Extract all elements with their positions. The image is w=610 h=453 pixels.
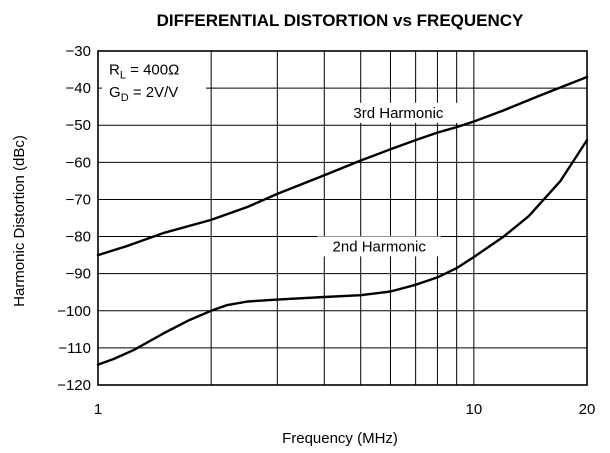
x-tick-label: 1 <box>94 401 102 418</box>
x-tick-label: 20 <box>579 401 596 418</box>
y-tick-label: −110 <box>58 340 91 357</box>
y-tick-label: −90 <box>66 266 91 283</box>
series-label-2: 2nd Harmonic <box>333 238 427 255</box>
series-lines <box>96 75 589 366</box>
chart-title: DIFFERENTIAL DISTORTION vs FREQUENCY <box>157 11 524 30</box>
label-background <box>317 236 442 257</box>
y-axis-ticks: −30 −40 −50 −60 −70 −80 −90 −100 −110 −120 <box>57 43 91 394</box>
y-tick-label: −70 <box>66 191 91 208</box>
y-tick-label: −100 <box>57 303 91 320</box>
y-axis-label: Harmonic Distortion (dBc) <box>11 135 28 307</box>
plot-frame <box>97 50 588 386</box>
y-tick-label: −40 <box>66 80 91 97</box>
label-background <box>336 102 461 123</box>
condition-annotation: RL = 400Ω <box>109 62 179 82</box>
series-label-1: 3rd Harmonic <box>353 105 444 122</box>
y-tick-label: −50 <box>66 117 91 134</box>
condition-annotation: GD = 2V/V <box>109 84 178 104</box>
y-tick-label: −80 <box>66 229 91 246</box>
y-tick-label: −30 <box>66 43 91 60</box>
series-labels: 3rd Harmonic 2nd Harmonic <box>317 102 461 257</box>
x-axis-ticks: 1 10 20 <box>94 401 596 418</box>
x-axis-label: Frequency (MHz) <box>282 430 398 447</box>
series-line-2 <box>96 138 589 366</box>
annotation-background <box>102 56 206 101</box>
series-line-1 <box>96 75 589 257</box>
grid <box>98 51 587 385</box>
y-tick-label: −60 <box>66 154 91 171</box>
y-tick-label: −120 <box>57 377 91 394</box>
x-tick-label: 10 <box>466 401 483 418</box>
